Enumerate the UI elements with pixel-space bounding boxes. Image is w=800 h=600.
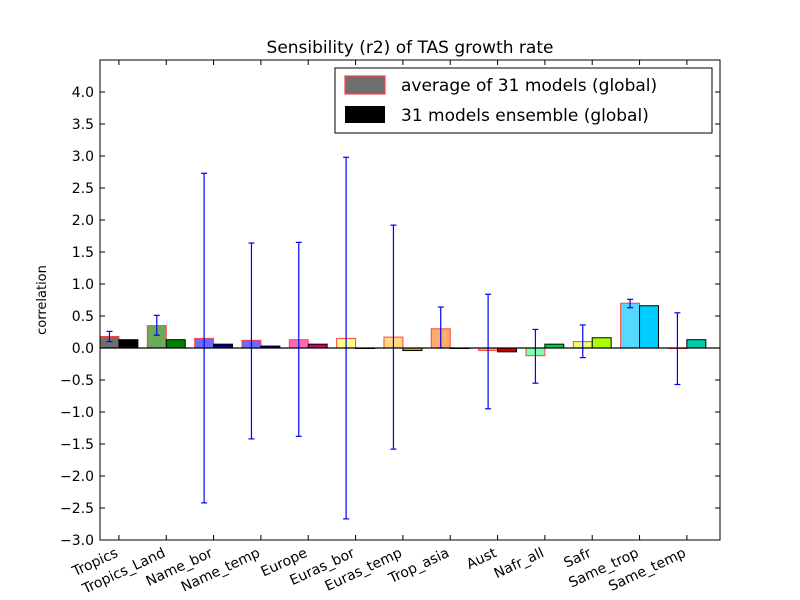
y-tick-label: −3.0 (60, 533, 94, 549)
legend-box (334, 67, 713, 134)
y-tick-label: 2.5 (72, 181, 94, 197)
y-tick-label: 0.5 (72, 309, 94, 325)
bar-average (620, 302, 641, 349)
y-tick-label: −1.0 (60, 405, 94, 421)
y-tick-label: −1.5 (60, 437, 94, 453)
y-tick-label: −2.0 (60, 469, 94, 485)
legend-swatch-average (344, 75, 386, 95)
y-tick-label: 0.0 (72, 341, 94, 357)
chart-title: Sensibility (r2) of TAS growth rate (267, 38, 554, 58)
legend: average of 31 models (global) 31 models … (334, 67, 713, 134)
bar-ensemble (165, 339, 186, 349)
bar-ensemble (591, 337, 612, 349)
y-tick-label: 3.0 (72, 149, 94, 165)
y-tick-label: 1.0 (72, 277, 94, 293)
legend-label-average: average of 31 models (global) (401, 76, 657, 96)
legend-swatch-ensemble (345, 106, 385, 123)
legend-label-ensemble: 31 models ensemble (global) (401, 106, 649, 126)
bar-ensemble (118, 339, 139, 349)
y-tick-label: 1.5 (72, 245, 94, 261)
y-axis-label: correlation (35, 265, 50, 335)
bar-ensemble (686, 339, 707, 349)
plot-frame (99, 59, 721, 541)
y-tick-label: −0.5 (60, 373, 94, 389)
y-tick-label: −2.5 (60, 501, 94, 517)
y-tick-label: 2.0 (72, 213, 94, 229)
y-tick-label: 3.5 (72, 117, 94, 133)
bar-ensemble (639, 305, 659, 349)
y-tick-label: 4.0 (72, 85, 94, 101)
